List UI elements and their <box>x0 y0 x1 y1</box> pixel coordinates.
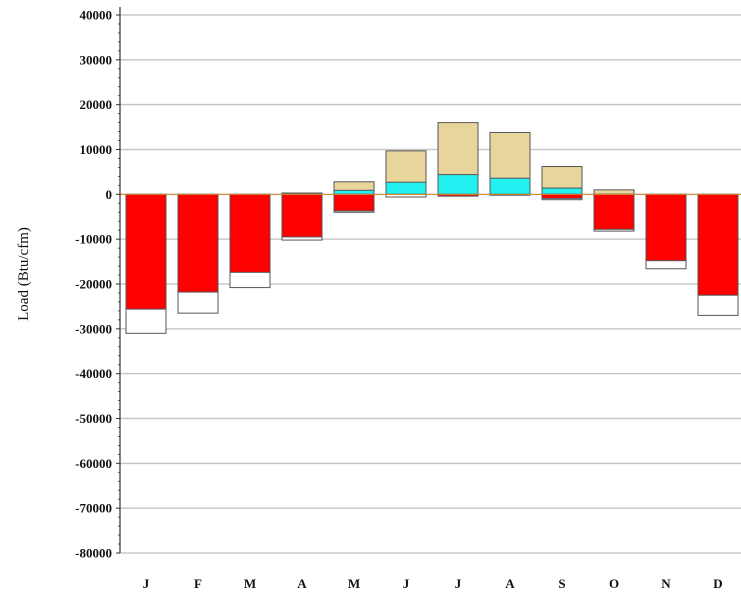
bar <box>697 193 739 296</box>
x-tick-label: A <box>297 576 307 591</box>
x-tick-label: N <box>661 576 671 591</box>
x-tick-label: M <box>244 576 256 591</box>
bar <box>125 193 167 310</box>
bars <box>120 122 741 334</box>
y-tick-label: -70000 <box>75 501 112 516</box>
y-tick-label: 30000 <box>80 52 113 67</box>
bar <box>489 177 531 195</box>
y-tick-label: -80000 <box>75 546 112 561</box>
x-tick-label: J <box>143 576 150 591</box>
y-tick-label: 0 <box>106 187 113 202</box>
bar <box>541 193 583 199</box>
bar <box>437 174 479 195</box>
x-tick-label: J <box>455 576 462 591</box>
x-tick-label: F <box>194 576 202 591</box>
bar <box>541 187 583 195</box>
x-tick-label: O <box>609 576 619 591</box>
y-tick-label: -10000 <box>75 232 112 247</box>
y-tick-labels: 40000 30000 20000 10000 0 -10000 -20000 -30000 -… <box>75 8 112 561</box>
y-tick-label: -60000 <box>75 456 112 471</box>
y-tick-label: 20000 <box>80 97 113 112</box>
x-tick-label: S <box>558 576 565 591</box>
bar <box>229 193 271 273</box>
bar <box>385 181 427 195</box>
bar <box>333 193 375 212</box>
x-tick-label: D <box>713 576 722 591</box>
x-tick-label: A <box>505 576 515 591</box>
grid-lines <box>116 14 741 554</box>
bar <box>593 193 635 230</box>
y-tick-label: -30000 <box>75 321 112 336</box>
x-tick-label: M <box>348 576 360 591</box>
y-axis-title: Load (Btu/cfm) <box>16 227 32 321</box>
bar <box>645 193 687 262</box>
y-tick-label: 40000 <box>80 8 113 23</box>
y-tick-label: -50000 <box>75 411 112 426</box>
y-tick-label: -40000 <box>75 366 112 381</box>
bar <box>281 193 323 238</box>
y-tick-label: -20000 <box>75 277 112 292</box>
bar <box>333 189 375 195</box>
bar <box>593 189 635 195</box>
x-tick-label: J <box>403 576 410 591</box>
y-tick-label: 10000 <box>80 142 113 157</box>
bar <box>177 193 219 293</box>
